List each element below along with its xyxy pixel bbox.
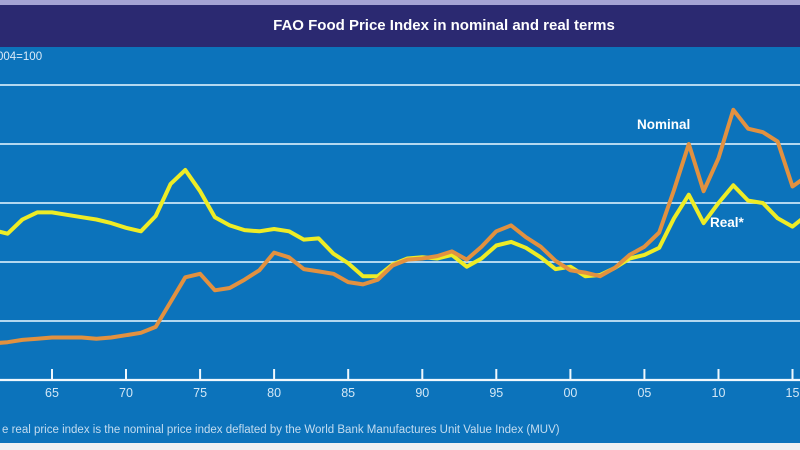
x-tick-label: 85 — [341, 386, 356, 400]
x-tick-label: 00 — [563, 386, 578, 400]
bottom-border-strip — [0, 443, 800, 450]
index-base-label: 004=100 — [0, 51, 43, 63]
x-tick-label: 75 — [193, 386, 208, 400]
x-tick-label: 95 — [489, 386, 504, 400]
footnote-text: e real price index is the nominal price … — [2, 424, 560, 436]
x-tick-label: 80 — [267, 386, 282, 400]
plot-background — [0, 47, 800, 443]
x-tick-label: 90 — [415, 386, 430, 400]
x-tick-label: 70 — [119, 386, 133, 400]
real-series-label: Real* — [710, 215, 744, 230]
title-band: FAO Food Price Index in nominal and real… — [0, 5, 800, 47]
nominal-line — [0, 107, 800, 345]
real-line — [0, 168, 800, 279]
nominal-series-label: Nominal — [637, 117, 691, 132]
x-tick-label: 10 — [711, 386, 726, 400]
x-tick-label: 15 — [785, 386, 800, 400]
x-tick-label: 05 — [637, 386, 652, 400]
top-border-strip — [0, 0, 800, 5]
x-tick-label: 65 — [45, 386, 59, 400]
chart-title: FAO Food Price Index in nominal and real… — [273, 17, 615, 34]
